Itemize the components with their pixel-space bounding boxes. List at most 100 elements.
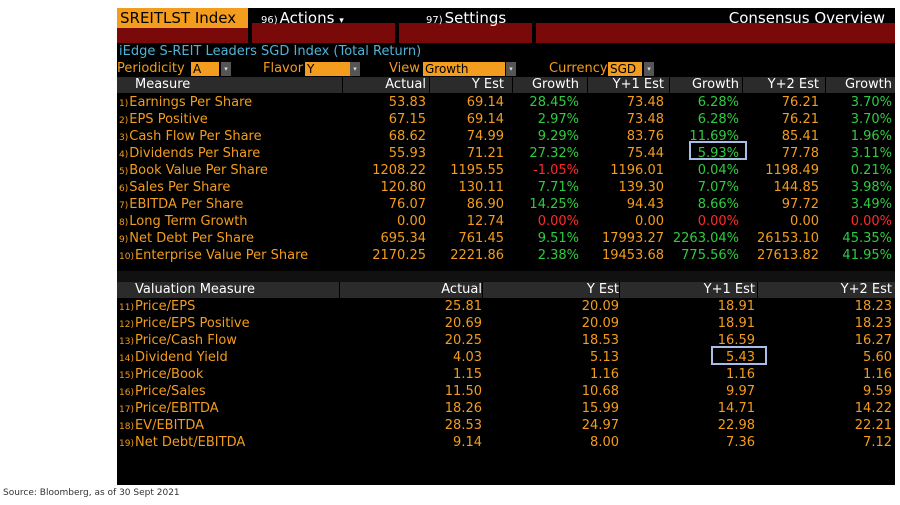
column-header-y-2-est[interactable]: Y+2 Est <box>840 282 892 297</box>
cell-growth1: 8.66% <box>697 197 739 212</box>
cell-y2-est: 14.22 <box>854 401 892 416</box>
column-header-actual[interactable]: Actual <box>385 77 426 92</box>
view-select[interactable]: Growth <box>423 62 505 76</box>
column-header-actual[interactable]: Actual <box>441 282 482 297</box>
valuation-label[interactable]: 18)EV/EBITDA <box>119 417 339 434</box>
measure-label[interactable]: 9)Net Debt Per Share <box>119 230 339 247</box>
valuation-label[interactable]: 12)Price/EPS Positive <box>119 315 339 332</box>
measure-label[interactable]: 8)Long Term Growth <box>119 213 339 230</box>
table-row[interactable]: 4)Dividends Per Share 55.93 71.21 27.32% 75.… <box>117 145 895 162</box>
periodicity-select[interactable]: A <box>191 62 219 76</box>
table-row[interactable]: 13)Price/Cash Flow 20.25 18.53 16.59 16.27 <box>117 332 895 349</box>
cell-actual: 1.15 <box>453 367 482 382</box>
cell-y-est: 130.11 <box>458 180 505 195</box>
cell-growth: 2.97% <box>537 112 579 127</box>
valuation-label[interactable]: 19)Net Debt/EBITDA <box>119 434 339 451</box>
cell-growth: 9.51% <box>537 231 579 246</box>
cell-y2-est: 26153.10 <box>756 231 819 246</box>
measure-label[interactable]: 5)Book Value Per Share <box>119 162 339 179</box>
cell-growth1: 5.93% <box>697 146 739 161</box>
table-row[interactable]: 18)EV/EBITDA 28.53 24.97 22.98 22.21 <box>117 417 895 434</box>
table-row[interactable]: 1)Earnings Per Share 53.83 69.14 28.45% 73.4… <box>117 94 895 111</box>
valuation-name: Price/Sales <box>134 384 206 399</box>
valuation-label[interactable]: 15)Price/Book <box>119 366 339 383</box>
measure-label[interactable]: 10)Enterprise Value Per Share <box>119 247 339 264</box>
periodicity-dropdown-icon[interactable]: ▾ <box>221 62 231 76</box>
cell-actual: 18.26 <box>444 401 482 416</box>
measure-label[interactable]: 4)Dividends Per Share <box>119 145 339 162</box>
column-header-growth[interactable]: Growth <box>844 77 892 92</box>
column-header-growth[interactable]: Growth <box>691 77 739 92</box>
cell-growth: -1.05% <box>533 163 579 178</box>
valuation-label[interactable]: 11)Price/EPS <box>119 298 339 315</box>
settings-label: Settings <box>444 9 507 27</box>
cell-growth2: 1.96% <box>850 129 892 144</box>
cell-growth1: 775.56% <box>681 248 739 263</box>
measure-name: Earnings Per Share <box>129 95 253 110</box>
currency-dropdown-icon[interactable]: ▾ <box>644 62 654 76</box>
table-row[interactable]: 8)Long Term Growth 0.00 12.74 0.00% 0.00 0.00… <box>117 213 895 230</box>
cell-growth2: 45.35% <box>842 231 892 246</box>
table-row[interactable]: 14)Dividend Yield 4.03 5.13 5.43 5.60 <box>117 349 895 366</box>
measure-label[interactable]: 1)Earnings Per Share <box>119 94 339 111</box>
row-index: 13) <box>119 337 134 347</box>
valuation-label[interactable]: 17)Price/EBITDA <box>119 400 339 417</box>
measure-label[interactable]: 3)Cash Flow Per Share <box>119 128 339 145</box>
column-header-y-1-est[interactable]: Y+1 Est <box>703 282 755 297</box>
column-header-measure[interactable]: Measure <box>135 77 191 92</box>
toolbar <box>117 23 895 43</box>
table-row[interactable]: 9)Net Debt Per Share 695.34 761.45 9.51% 179… <box>117 230 895 247</box>
row-index: 3) <box>119 133 129 143</box>
column-header-valuation-measure[interactable]: Valuation Measure <box>135 282 255 297</box>
column-header-y-est[interactable]: Y Est <box>586 282 619 297</box>
cell-actual: 67.15 <box>388 112 426 127</box>
settings-menu-button[interactable]: 97) Settings <box>399 8 529 28</box>
table-row[interactable]: 6)Sales Per Share 120.80 130.11 7.71% 139.30… <box>117 179 895 196</box>
table-row[interactable]: 7)EBITDA Per Share 76.07 86.90 14.25% 94.43 8… <box>117 196 895 213</box>
cell-growth2: 3.70% <box>850 95 892 110</box>
valuation-name: Dividend Yield <box>134 350 228 365</box>
table-row[interactable]: 11)Price/EPS 25.81 20.09 18.91 18.23 <box>117 298 895 315</box>
ticker-field[interactable]: SREITLST Index <box>117 8 248 28</box>
row-index: 14) <box>119 354 134 364</box>
valuation-label[interactable]: 13)Price/Cash Flow <box>119 332 339 349</box>
column-header-growth[interactable]: Growth <box>531 77 579 92</box>
table-row[interactable]: 15)Price/Book 1.15 1.16 1.16 1.16 <box>117 366 895 383</box>
measures-header-row: Measure Actual Y Est Growth Y+1 Est Growth Y+2… <box>117 77 895 93</box>
column-divider <box>757 282 758 298</box>
cell-y2-est: 0.00 <box>790 214 819 229</box>
cell-y1-est: 75.44 <box>626 146 664 161</box>
table-row[interactable]: 10)Enterprise Value Per Share 2170.25 2221… <box>117 247 895 264</box>
measure-label[interactable]: 2)EPS Positive <box>119 111 339 128</box>
currency-select[interactable]: SGD <box>608 62 642 76</box>
column-header-y-est[interactable]: Y Est <box>471 77 504 92</box>
table-row[interactable]: 19)Net Debt/EBITDA 9.14 8.00 7.36 7.12 <box>117 434 895 451</box>
valuation-label[interactable]: 14)Dividend Yield <box>119 349 339 366</box>
table-row[interactable]: 12)Price/EPS Positive 20.69 20.09 18.91 18.2… <box>117 315 895 332</box>
table-row[interactable]: 16)Price/Sales 11.50 10.68 9.97 9.59 <box>117 383 895 400</box>
cell-actual: 695.34 <box>380 231 427 246</box>
valuation-label[interactable]: 16)Price/Sales <box>119 383 339 400</box>
flavor-dropdown-icon[interactable]: ▾ <box>350 62 360 76</box>
cell-y-est: 5.13 <box>590 350 619 365</box>
table-row[interactable]: 3)Cash Flow Per Share 68.62 74.99 9.29% 83.7… <box>117 128 895 145</box>
measure-name: Sales Per Share <box>129 180 231 195</box>
row-index: 8) <box>119 218 129 228</box>
measure-label[interactable]: 6)Sales Per Share <box>119 179 339 196</box>
table-row[interactable]: 5)Book Value Per Share 1208.22 1195.55 -1.0… <box>117 162 895 179</box>
column-header-y-2-est[interactable]: Y+2 Est <box>767 77 819 92</box>
cell-y-est: 20.09 <box>581 299 619 314</box>
column-divider <box>669 77 670 93</box>
cell-y-est: 24.97 <box>581 418 619 433</box>
flavor-select[interactable]: Y <box>305 62 350 76</box>
table-row[interactable]: 2)EPS Positive 67.15 69.14 2.97% 73.48 6.28% 7… <box>117 111 895 128</box>
actions-menu-button[interactable]: 96) Actions ▾ <box>255 8 395 28</box>
table-row[interactable]: 17)Price/EBITDA 18.26 15.99 14.71 14.22 <box>117 400 895 417</box>
measure-label[interactable]: 7)EBITDA Per Share <box>119 196 339 213</box>
column-header-y-1-est[interactable]: Y+1 Est <box>612 77 664 92</box>
toolbar-separator <box>248 23 252 43</box>
view-dropdown-icon[interactable]: ▾ <box>506 62 516 76</box>
cell-y2-est: 27613.82 <box>756 248 819 263</box>
cell-y1-est: 1196.01 <box>610 163 664 178</box>
cell-growth: 0.00% <box>537 214 579 229</box>
